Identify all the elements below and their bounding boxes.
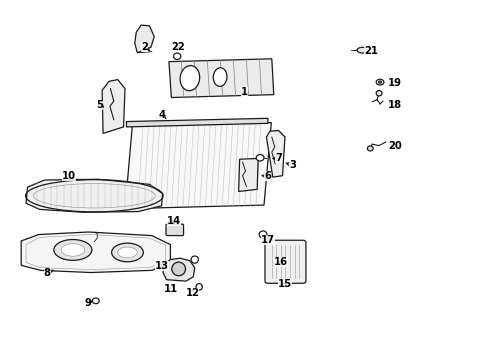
FancyBboxPatch shape xyxy=(264,240,305,283)
Text: 5: 5 xyxy=(96,100,102,110)
Ellipse shape xyxy=(375,79,383,85)
Ellipse shape xyxy=(259,231,266,238)
Text: 15: 15 xyxy=(277,279,291,289)
Polygon shape xyxy=(163,258,194,281)
Ellipse shape xyxy=(191,256,198,263)
Polygon shape xyxy=(238,158,258,192)
Polygon shape xyxy=(266,131,285,177)
Polygon shape xyxy=(26,179,162,212)
Ellipse shape xyxy=(366,146,372,151)
Text: 11: 11 xyxy=(164,284,178,294)
Polygon shape xyxy=(21,232,170,273)
Text: 8: 8 xyxy=(43,267,50,278)
Ellipse shape xyxy=(118,247,137,258)
Polygon shape xyxy=(125,123,271,209)
Text: 22: 22 xyxy=(170,42,184,52)
Ellipse shape xyxy=(171,262,185,276)
Text: 13: 13 xyxy=(154,261,168,271)
Polygon shape xyxy=(126,118,267,127)
Text: 6: 6 xyxy=(264,171,271,181)
Text: 7: 7 xyxy=(275,153,282,163)
Text: 1: 1 xyxy=(241,87,247,97)
Text: 17: 17 xyxy=(261,235,274,245)
Text: 18: 18 xyxy=(387,100,401,110)
Ellipse shape xyxy=(111,243,143,262)
Ellipse shape xyxy=(256,154,264,161)
Text: 14: 14 xyxy=(166,216,181,226)
Ellipse shape xyxy=(364,48,372,53)
Ellipse shape xyxy=(92,298,99,304)
Text: 10: 10 xyxy=(62,171,76,181)
Text: 12: 12 xyxy=(185,288,199,298)
Ellipse shape xyxy=(54,239,92,260)
Ellipse shape xyxy=(61,244,84,256)
Ellipse shape xyxy=(378,81,381,83)
Text: 19: 19 xyxy=(387,78,401,88)
Ellipse shape xyxy=(196,284,202,290)
Text: 2: 2 xyxy=(141,42,148,52)
Text: 3: 3 xyxy=(288,160,295,170)
Polygon shape xyxy=(102,80,125,134)
Polygon shape xyxy=(168,59,273,98)
Ellipse shape xyxy=(173,53,181,59)
Text: 21: 21 xyxy=(364,46,378,56)
Text: 9: 9 xyxy=(84,298,91,308)
Polygon shape xyxy=(135,25,154,53)
Ellipse shape xyxy=(180,66,199,91)
Ellipse shape xyxy=(356,47,367,53)
Text: 16: 16 xyxy=(273,257,287,267)
Text: 20: 20 xyxy=(387,141,401,151)
Ellipse shape xyxy=(213,68,226,86)
Text: 4: 4 xyxy=(158,111,165,121)
Ellipse shape xyxy=(375,90,381,96)
FancyBboxPatch shape xyxy=(165,224,183,235)
